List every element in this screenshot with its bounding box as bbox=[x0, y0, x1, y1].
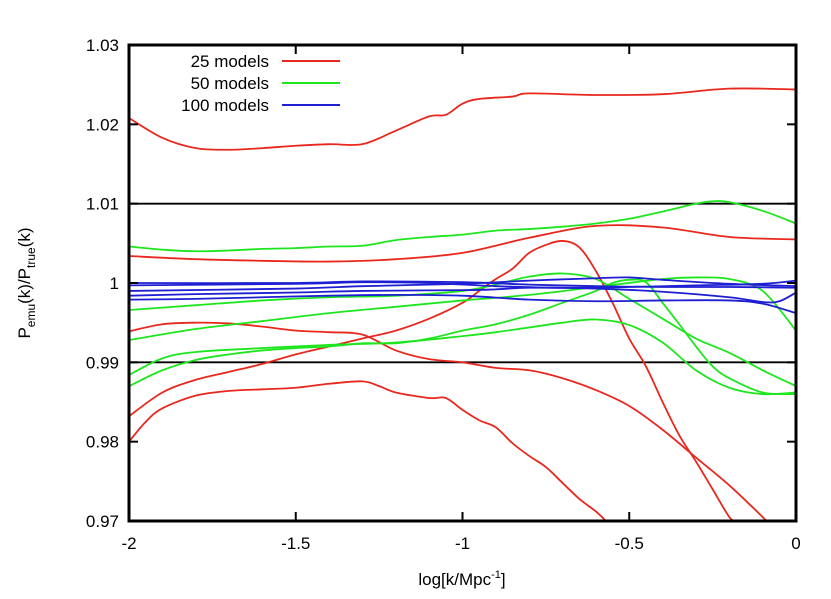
series-line-0-3 bbox=[129, 240, 737, 521]
y-tick-label: 0.97 bbox=[86, 512, 119, 531]
x-axis-label: log[k/Mpc-1] bbox=[418, 569, 505, 589]
legend: 25 models 50 models 100 models bbox=[181, 52, 340, 115]
y-tick-label: 0.98 bbox=[86, 433, 119, 452]
x-tick-label: -2 bbox=[121, 534, 136, 553]
x-tick-label: 0 bbox=[791, 534, 800, 553]
legend-label: 25 models bbox=[191, 52, 269, 71]
y-tick-label: 1.01 bbox=[86, 195, 119, 214]
series-line-1-1 bbox=[129, 272, 796, 388]
y-tick-label: 1.02 bbox=[86, 115, 119, 134]
legend-label: 50 models bbox=[191, 74, 269, 93]
series-layer bbox=[129, 87, 796, 521]
series-line-1-2 bbox=[129, 276, 796, 342]
x-tick-label: -1.5 bbox=[281, 534, 310, 553]
x-tick-label: -1 bbox=[455, 534, 470, 553]
series-line-2-3 bbox=[129, 286, 796, 304]
x-tick-label: -0.5 bbox=[615, 534, 644, 553]
tick-labels: -2 -1.5 -1 -0.5 0 0.97 0.98 0.99 1 1.01 1.02 1.03 bbox=[86, 36, 801, 553]
y-tick-label: 0.99 bbox=[86, 353, 119, 372]
y-tick-label: 1.03 bbox=[86, 36, 119, 55]
series-line-2-4 bbox=[129, 294, 796, 315]
series-line-1-0 bbox=[129, 200, 796, 253]
series-line-2-1 bbox=[129, 279, 796, 289]
plot-frame bbox=[127, 43, 798, 523]
series-line-0-0 bbox=[129, 87, 796, 151]
series-line-1-4 bbox=[129, 278, 796, 396]
legend-label: 100 models bbox=[181, 96, 269, 115]
series-line-0-1 bbox=[129, 224, 796, 263]
y-axis-label: Pemu(k)/Ptrue(k) bbox=[15, 227, 38, 338]
series-line-2-2 bbox=[129, 276, 796, 292]
series-line-0-4 bbox=[129, 380, 607, 521]
series-line-1-3 bbox=[129, 318, 796, 396]
y-tick-label: 1 bbox=[110, 274, 119, 293]
series-line-0-2 bbox=[129, 321, 768, 521]
